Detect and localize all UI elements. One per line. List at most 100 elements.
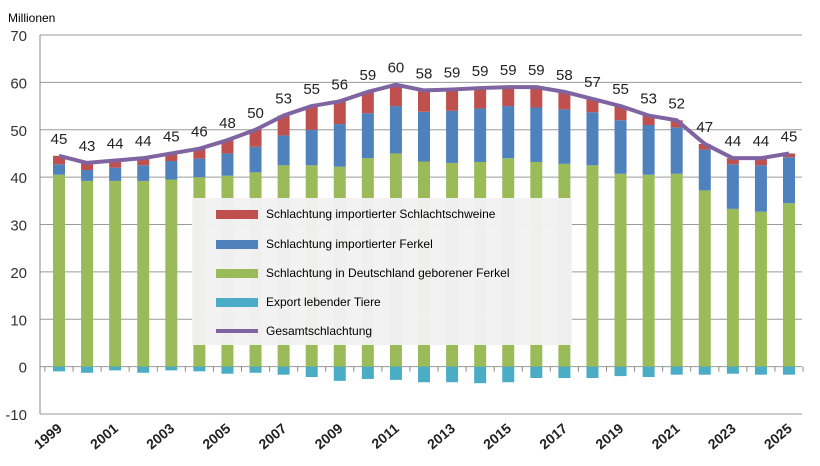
bar-schlachtung-importierter-schlachtschweine — [614, 106, 627, 121]
bar-schlachtung-in-deutschland-geborener-ferkel — [726, 208, 739, 367]
y-tick-label: 40 — [10, 170, 27, 187]
bar-schlachtung-importierter-schlachtschweine — [193, 148, 206, 159]
bar-schlachtung-importierter-schlachtschweine — [502, 87, 515, 107]
data-label: 55 — [612, 81, 629, 98]
bar-schlachtung-in-deutschland-geborener-ferkel — [165, 179, 178, 367]
data-label: 47 — [696, 119, 713, 136]
bar-schlachtung-importierter-ferkel — [137, 165, 150, 181]
x-tick-label: 2009 — [312, 420, 346, 452]
data-label: 50 — [247, 105, 264, 122]
x-tick-label: 2025 — [761, 420, 795, 452]
bar-export — [614, 366, 627, 377]
bar-export — [389, 366, 402, 380]
bar-schlachtung-importierter-schlachtschweine — [81, 162, 94, 171]
x-tick-label: 2017 — [536, 420, 570, 452]
x-tick-label: 2023 — [705, 420, 739, 452]
bar-schlachtung-importierter-schlachtschweine — [53, 155, 65, 165]
bar-schlachtung-importierter-ferkel — [109, 167, 122, 181]
data-label: 52 — [668, 95, 685, 112]
legend-swatch — [216, 239, 258, 249]
y-tick-label: 50 — [10, 123, 27, 140]
bar-schlachtung-importierter-ferkel — [530, 107, 543, 162]
bar-schlachtung-importierter-ferkel — [670, 127, 683, 174]
bar-schlachtung-importierter-ferkel — [193, 158, 206, 178]
bar-export — [361, 366, 374, 379]
unit-label: Millionen — [8, 11, 55, 25]
bar-schlachtung-importierter-ferkel — [277, 135, 290, 166]
bar-schlachtung-importierter-schlachtschweine — [698, 143, 711, 150]
bar-export — [193, 366, 206, 372]
legend-label: Schlachtung importierter Schlachtschwein… — [266, 207, 496, 221]
bar-schlachtung-importierter-ferkel — [221, 153, 234, 176]
data-label: 57 — [584, 74, 601, 91]
data-label: 55 — [303, 81, 320, 98]
bar-schlachtung-in-deutschland-geborener-ferkel — [109, 180, 122, 367]
legend-label: Gesamtschlachtung — [266, 324, 373, 338]
y-tick-label: -10 — [5, 407, 27, 424]
bar-export — [558, 366, 571, 378]
x-tick-label: 2019 — [592, 420, 626, 452]
bar-schlachtung-in-deutschland-geborener-ferkel — [783, 203, 795, 367]
bar-export — [333, 366, 346, 381]
bar-schlachtung-in-deutschland-geborener-ferkel — [642, 174, 655, 367]
legend-label: Export lebender Tiere — [266, 295, 381, 309]
bar-schlachtung-importierter-schlachtschweine — [586, 98, 599, 113]
legend-label: Schlachtung importierter Ferkel — [266, 237, 433, 251]
x-tick-label: 2001 — [87, 420, 121, 452]
x-tick-label: 2005 — [199, 420, 233, 452]
x-tick-label: 2013 — [424, 420, 458, 452]
bar-schlachtung-importierter-ferkel — [249, 146, 262, 173]
bar-schlachtung-importierter-schlachtschweine — [642, 115, 655, 126]
bar-schlachtung-importierter-schlachtschweine — [109, 160, 122, 168]
data-label: 60 — [388, 60, 405, 77]
data-label: 44 — [753, 133, 770, 150]
bar-export — [726, 366, 739, 374]
y-tick-label: 60 — [10, 75, 27, 92]
legend-item-import-schlachtschweine: Schlachtung importierter Schlachtschwein… — [216, 207, 495, 221]
bar-export — [165, 366, 178, 371]
legend-swatch — [216, 329, 258, 333]
y-tick-label: 70 — [10, 28, 27, 45]
data-label: 53 — [275, 91, 292, 108]
bar-schlachtung-importierter-ferkel — [81, 170, 94, 181]
x-tick-label: 1999 — [31, 420, 65, 452]
data-label: 59 — [444, 64, 461, 81]
bar-schlachtung-importierter-ferkel — [614, 120, 627, 174]
bar-schlachtung-importierter-ferkel — [305, 129, 318, 166]
data-label: 58 — [416, 65, 433, 82]
data-label: 58 — [556, 67, 573, 84]
bar-schlachtung-in-deutschland-geborener-ferkel — [614, 173, 627, 367]
bar-schlachtung-importierter-schlachtschweine — [446, 89, 459, 111]
bar-export — [53, 366, 65, 372]
x-tick-label: 2007 — [255, 420, 289, 452]
y-tick-label: 30 — [10, 218, 27, 235]
legend-label: Schlachtung in Deutschland geborener Fer… — [266, 266, 510, 280]
bar-export — [249, 366, 262, 373]
bar-export — [418, 366, 430, 383]
bar-export — [783, 366, 795, 375]
data-label: 59 — [360, 67, 377, 84]
legend-item-export: Export lebender Tiere — [216, 295, 381, 309]
bar-schlachtung-importierter-schlachtschweine — [333, 101, 346, 125]
bar-schlachtung-importierter-schlachtschweine — [726, 158, 739, 165]
bar-schlachtung-importierter-schlachtschweine — [361, 91, 374, 114]
data-label: 48 — [219, 115, 236, 132]
data-label: 44 — [107, 136, 124, 153]
bar-schlachtung-importierter-schlachtschweine — [670, 120, 683, 128]
data-label: 59 — [528, 62, 545, 79]
bar-schlachtung-importierter-schlachtschweine — [558, 91, 571, 110]
data-label: 45 — [781, 128, 798, 145]
bar-schlachtung-importierter-ferkel — [418, 111, 430, 162]
bar-schlachtung-importierter-schlachtschweine — [277, 115, 290, 136]
bar-export — [754, 366, 767, 375]
bar-schlachtung-importierter-ferkel — [389, 106, 402, 154]
y-tick-label: 0 — [19, 360, 27, 377]
bar-export — [698, 366, 711, 375]
bar-schlachtung-importierter-ferkel — [726, 164, 739, 209]
bar-schlachtung-in-deutschland-geborener-ferkel — [137, 180, 150, 367]
bar-schlachtung-importierter-ferkel — [698, 149, 711, 191]
bar-schlachtung-importierter-schlachtschweine — [418, 90, 430, 112]
bar-schlachtung-importierter-ferkel — [783, 157, 795, 204]
bar-export — [502, 366, 515, 383]
